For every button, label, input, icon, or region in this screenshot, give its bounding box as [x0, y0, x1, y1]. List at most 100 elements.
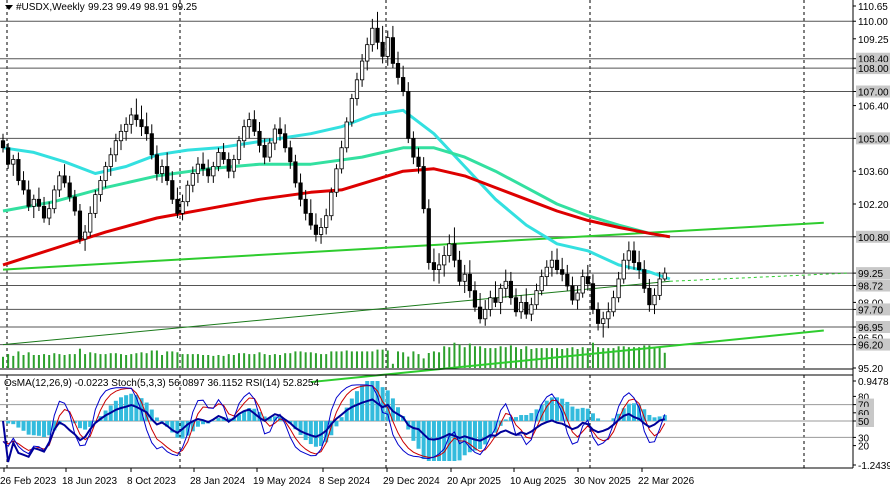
price-bar — [324, 208, 329, 235]
volume-bar — [202, 355, 205, 368]
volume-bar — [525, 346, 528, 368]
bar-body — [272, 128, 277, 144]
price-bar — [226, 152, 231, 179]
price-bar — [47, 201, 52, 226]
time-tick-label: 20 Apr 2025 — [447, 476, 501, 487]
indicator-title: OsMA(12,26,9) -0.0223 Stoch(5,3,3) 56.08… — [4, 378, 319, 389]
bar-body — [621, 259, 626, 280]
bar-body — [570, 285, 575, 301]
volume-bar — [627, 347, 630, 368]
osma-bar — [421, 421, 426, 460]
bar-body — [211, 166, 216, 177]
price-bar — [524, 288, 529, 319]
volume-bar — [68, 354, 71, 368]
bar-body — [493, 297, 498, 303]
price-bar — [252, 110, 257, 137]
bar-body — [154, 154, 159, 174]
price-bar — [16, 152, 21, 186]
price-tag-bg — [856, 85, 890, 98]
osma-bar — [478, 421, 483, 450]
osma-bar — [118, 397, 123, 421]
osma-bar — [349, 398, 354, 421]
price-bar — [554, 248, 560, 275]
collapse-triangle-icon[interactable] — [5, 5, 13, 10]
price-bar — [652, 288, 657, 315]
price-bar — [159, 159, 165, 183]
price-bar — [416, 147, 421, 174]
price-bar — [395, 51, 401, 85]
volume-bar — [581, 347, 584, 368]
volume-bar — [412, 351, 415, 368]
volume-bar — [658, 347, 661, 368]
bar-body — [298, 182, 303, 200]
volume-bar — [361, 351, 364, 368]
bar-body — [560, 269, 565, 275]
bar-body — [324, 215, 329, 228]
volume-bar — [468, 343, 471, 368]
time-tick-label: 29 Dec 2024 — [383, 476, 440, 487]
price-bar — [195, 157, 201, 183]
price-bar — [247, 112, 252, 139]
volume-bar — [227, 354, 230, 368]
osma-bar — [442, 421, 447, 461]
low-value: 98.91 — [144, 2, 169, 13]
volume-bar — [402, 352, 405, 368]
price-bar — [580, 269, 585, 298]
price-bar — [41, 196, 47, 223]
bar-body — [21, 180, 26, 191]
volume-bar — [284, 353, 287, 368]
osma-bar — [247, 408, 252, 421]
trendline-2 — [2, 280, 670, 346]
volume-bar — [125, 355, 128, 368]
osma-bar — [272, 416, 277, 421]
osma-bar — [354, 391, 359, 421]
bar-body — [6, 147, 11, 165]
price-tick-label: 106.40 — [858, 102, 889, 113]
price-bar — [108, 147, 113, 176]
bar-body — [426, 208, 431, 263]
bar-body — [62, 175, 67, 184]
bar-body — [149, 133, 154, 156]
price-bar — [457, 250, 462, 286]
volume-bar — [484, 348, 487, 368]
price-bar — [483, 300, 488, 326]
price-bar — [472, 281, 478, 312]
bar-body — [339, 147, 344, 170]
price-bar — [406, 82, 411, 144]
osma-bar — [170, 421, 175, 433]
volume-bar — [509, 345, 512, 368]
bar-body — [303, 198, 308, 214]
price-bar — [354, 72, 360, 106]
volume-bar — [17, 351, 20, 368]
volume-bar — [248, 354, 251, 368]
osma-bar — [313, 421, 318, 447]
volume-bar — [176, 352, 179, 368]
volume-bar — [22, 355, 25, 368]
price-bar — [370, 18, 375, 52]
volume-bar — [48, 355, 51, 368]
osma-bar — [129, 393, 134, 421]
price-bar — [344, 117, 349, 153]
osma-bar — [514, 417, 518, 421]
price-bar — [293, 154, 298, 188]
bar-body — [11, 159, 16, 165]
volume-bar — [12, 355, 15, 368]
price-pane[interactable]: #USDX,Weekly 99.23 99.49 98.91 99.25 — [0, 0, 853, 384]
osma-bar — [11, 421, 16, 425]
volume-bar — [612, 348, 615, 368]
volume-bar — [207, 355, 210, 368]
volume-bar — [114, 353, 117, 368]
price-bar — [359, 54, 365, 87]
price-tick-label: 108.40 — [858, 55, 889, 66]
price-tag-bg — [856, 279, 890, 292]
bar-body — [380, 41, 385, 57]
price-tag-bg — [856, 230, 890, 243]
volume-bar — [279, 355, 282, 368]
bar-body — [585, 276, 590, 285]
bar-body — [231, 159, 236, 172]
bar-body — [452, 243, 457, 261]
price-bar — [442, 246, 447, 277]
